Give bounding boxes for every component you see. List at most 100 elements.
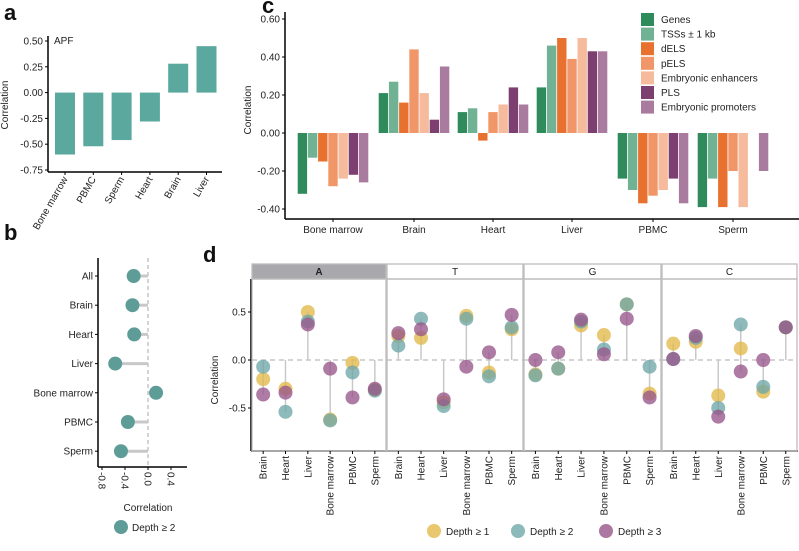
facet-label: A xyxy=(315,267,322,278)
bar-liver xyxy=(196,46,217,93)
bar-pbmc xyxy=(638,133,648,204)
bar-pbmc xyxy=(648,133,658,196)
y-tick-label: 0.00 xyxy=(261,129,281,140)
point-depth3 xyxy=(345,390,360,405)
point-depth2 xyxy=(528,368,543,383)
lollipop-point xyxy=(126,269,141,283)
y-tick-label: 0.50 xyxy=(24,37,44,48)
point-depth2 xyxy=(482,369,496,384)
bar-liver xyxy=(587,51,598,133)
point-depth3 xyxy=(756,353,771,367)
annotation-label: APF xyxy=(54,36,73,47)
point-depth3 xyxy=(596,347,611,362)
y-tick-label: 0.20 xyxy=(261,91,281,102)
bar-liver xyxy=(546,45,557,133)
x-tick-label: Brain xyxy=(259,456,270,479)
y-tick-label: 0.0 xyxy=(232,356,246,367)
x-tick-label: Sperm xyxy=(781,456,792,485)
bar-pbmc xyxy=(668,133,679,179)
y-tick-label: Bone marrow xyxy=(34,388,94,399)
legend-swatch xyxy=(641,13,654,26)
bar-liver xyxy=(567,58,577,133)
x-tick-label: Heart xyxy=(134,175,156,202)
y-tick-label: All xyxy=(82,272,93,283)
panel-letter-c: c xyxy=(262,0,274,18)
y-tick-label: -0.20 xyxy=(257,167,280,178)
x-tick-label: Bone marrow xyxy=(736,455,747,515)
bar-heart xyxy=(508,87,519,133)
facet-panel-T xyxy=(386,278,524,452)
legend-label: Depth ≥ 3 xyxy=(618,527,662,538)
point-depth1 xyxy=(345,355,360,370)
bar-brain xyxy=(429,119,440,133)
point-depth3 xyxy=(504,307,519,322)
bar-sperm xyxy=(707,133,718,179)
bar-pbmc xyxy=(627,133,638,190)
facet-panel-A xyxy=(251,278,387,452)
point-depth3 xyxy=(300,317,315,332)
bar-bone-marrow xyxy=(55,92,75,155)
point-depth3 xyxy=(688,329,703,343)
y-tick-label: PBMC xyxy=(64,418,93,429)
point-depth3 xyxy=(482,345,496,360)
bar-bone-marrow xyxy=(348,133,359,175)
point-depth3 xyxy=(459,359,474,374)
point-depth1 xyxy=(596,328,611,343)
y-tick-label: 0.5 xyxy=(232,308,246,319)
point-depth3 xyxy=(619,311,634,326)
facet-panel-G xyxy=(523,278,662,452)
facet-label: T xyxy=(452,267,458,278)
x-tick-label: Sperm xyxy=(370,456,381,485)
legend-label: Embryonic enhancers xyxy=(661,73,758,84)
bar-brain xyxy=(168,63,189,93)
point-depth3 xyxy=(436,392,451,407)
bar-pbmc xyxy=(83,92,104,147)
y-tick-label: -0.50 xyxy=(20,140,43,151)
bar-heart xyxy=(457,112,468,133)
x-tick-label: PBMC xyxy=(639,225,668,236)
legend-swatch xyxy=(641,86,654,99)
point-depth3 xyxy=(642,390,657,405)
point-depth1 xyxy=(711,388,726,403)
legend-label: Genes xyxy=(661,15,690,26)
bar-bone-marrow xyxy=(358,133,369,183)
bar-brain xyxy=(409,49,419,133)
x-tick-label: Bone marrow xyxy=(599,455,610,515)
x-tick-label: PBMC xyxy=(759,456,770,485)
point-depth2 xyxy=(256,359,271,374)
point-depth2 xyxy=(278,404,293,419)
point-depth2 xyxy=(414,311,428,326)
legend-swatch xyxy=(599,524,613,538)
x-tick-label: Brain xyxy=(531,456,542,479)
x-tick-label: Brain xyxy=(394,456,405,479)
bar-bone-marrow xyxy=(318,133,328,162)
y-axis-label: Correlation xyxy=(243,86,254,135)
bar-brain xyxy=(439,66,450,133)
point-depth2 xyxy=(756,379,771,394)
bar-sperm xyxy=(697,133,708,208)
bar-liver xyxy=(536,87,547,133)
bar-bone-marrow xyxy=(338,133,348,179)
x-tick-label: Sperm xyxy=(507,456,518,485)
facet-label: G xyxy=(589,267,597,278)
point-depth3 xyxy=(414,322,428,337)
bar-bone-marrow xyxy=(307,133,318,158)
bar-heart xyxy=(467,108,478,133)
x-tick-label: Brain xyxy=(669,456,680,479)
bar-brain xyxy=(388,81,399,133)
x-tick-label: Brain xyxy=(402,225,425,236)
point-depth1 xyxy=(300,305,315,319)
legend-label: PLS xyxy=(661,88,680,99)
legend-swatch xyxy=(641,100,654,114)
point-depth2 xyxy=(642,359,657,374)
facet-label: C xyxy=(726,267,733,278)
point-depth3 xyxy=(733,364,748,379)
bar-heart xyxy=(488,112,498,133)
y-tick-label: Sperm xyxy=(64,447,93,458)
x-tick-label: Brain xyxy=(163,175,184,201)
y-axis-label: Correlation xyxy=(0,81,11,130)
x-tick-label: Liver xyxy=(192,174,213,199)
y-tick-label: 0.40 xyxy=(261,53,281,64)
x-tick-label: Sperm xyxy=(645,456,656,485)
